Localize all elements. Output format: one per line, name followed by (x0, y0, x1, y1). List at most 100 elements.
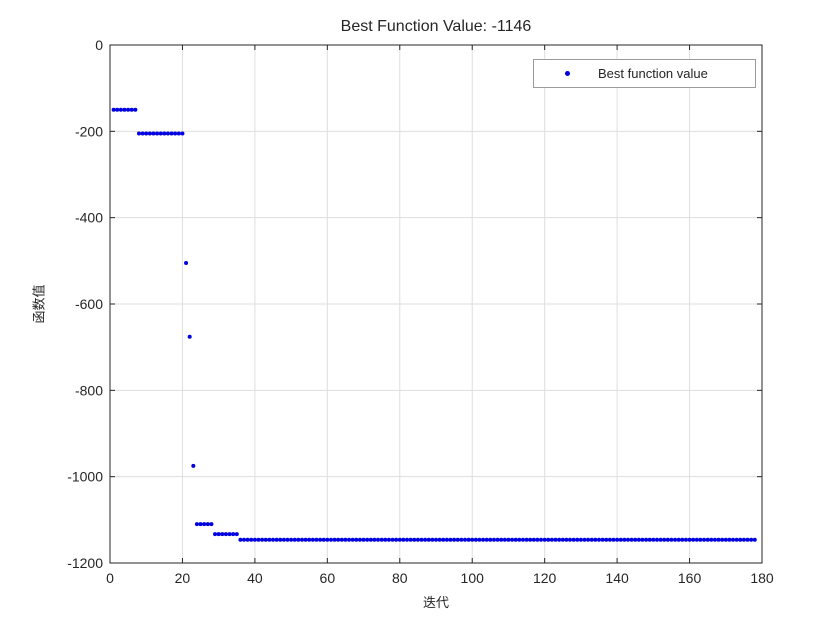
data-point (147, 131, 152, 136)
data-point (452, 537, 457, 542)
data-point (180, 131, 185, 136)
data-point (401, 537, 406, 542)
data-point (622, 537, 627, 542)
data-point (227, 532, 232, 537)
data-point (379, 537, 384, 542)
data-point (694, 537, 699, 542)
data-point (636, 537, 641, 542)
x-tick-label: 0 (106, 570, 114, 586)
data-point (625, 537, 630, 542)
data-point (741, 537, 746, 542)
data-point (629, 537, 634, 542)
data-point (271, 537, 275, 542)
data-point (651, 537, 656, 542)
data-point (611, 537, 616, 542)
data-point (252, 537, 257, 542)
data-point (169, 131, 174, 136)
data-point (654, 537, 659, 542)
data-point (444, 537, 449, 542)
data-point (473, 537, 478, 542)
data-point (517, 537, 522, 542)
data-point (118, 107, 123, 112)
data-point (535, 537, 540, 542)
data-point (205, 522, 210, 527)
data-point (281, 537, 286, 542)
data-point (365, 537, 370, 542)
chart-title: Best Function Value: -1146 (340, 18, 532, 35)
data-point (528, 537, 533, 542)
data-point (187, 334, 192, 339)
data-point (709, 537, 714, 542)
data-point (705, 537, 710, 542)
data-point (191, 463, 196, 468)
data-point (278, 537, 283, 542)
data-point (462, 537, 467, 542)
data-point (263, 537, 268, 542)
data-point (524, 537, 529, 542)
data-point (383, 537, 388, 542)
data-point (513, 537, 518, 542)
data-point (731, 537, 736, 542)
data-point (336, 537, 341, 542)
data-point (328, 537, 333, 542)
data-point (339, 537, 344, 542)
data-point (531, 537, 536, 542)
data-point (607, 537, 612, 542)
data-point (426, 537, 431, 542)
data-point (582, 537, 587, 542)
data-point (242, 537, 247, 542)
data-point (712, 537, 717, 542)
data-point (216, 532, 221, 537)
data-point (238, 537, 243, 542)
data-point (405, 537, 410, 542)
data-point (448, 537, 453, 542)
data-point (151, 131, 156, 136)
data-point (662, 537, 667, 542)
data-point (738, 537, 743, 542)
data-point (140, 131, 145, 136)
data-point (510, 537, 515, 542)
x-tick-label: 120 (533, 570, 557, 586)
data-point (318, 537, 323, 542)
data-point (133, 107, 138, 112)
data-point (593, 537, 598, 542)
data-point (423, 537, 428, 542)
data-point (578, 537, 583, 542)
data-point (173, 131, 178, 136)
x-axis-label: 迭代 (422, 595, 449, 610)
data-point (665, 537, 670, 542)
data-point (658, 537, 663, 542)
data-point (542, 537, 547, 542)
data-point (600, 537, 605, 542)
data-point (644, 537, 649, 542)
data-point (539, 537, 544, 542)
y-tick-label: -600 (75, 296, 103, 312)
data-point (723, 537, 728, 542)
data-point (111, 107, 116, 112)
data-point (568, 537, 573, 542)
data-point (267, 537, 272, 542)
data-point (470, 537, 475, 542)
data-point (502, 537, 507, 542)
data-point (586, 537, 591, 542)
legend-entry-label: Best function value (598, 66, 708, 81)
y-tick-label: -800 (75, 382, 103, 398)
data-point (321, 537, 326, 542)
data-point (176, 131, 181, 136)
data-point (680, 537, 685, 542)
data-point (633, 537, 638, 542)
data-point (314, 537, 319, 542)
data-point (122, 107, 127, 112)
data-point (129, 107, 134, 112)
data-point (698, 537, 703, 542)
data-point (198, 522, 203, 527)
data-point (676, 537, 681, 542)
data-point (357, 537, 362, 542)
legend-box: Best function value (533, 59, 756, 88)
data-point (430, 537, 435, 542)
data-point (466, 537, 471, 542)
data-point (361, 537, 366, 542)
y-tick-label: -400 (75, 210, 103, 226)
data-point (376, 537, 381, 542)
